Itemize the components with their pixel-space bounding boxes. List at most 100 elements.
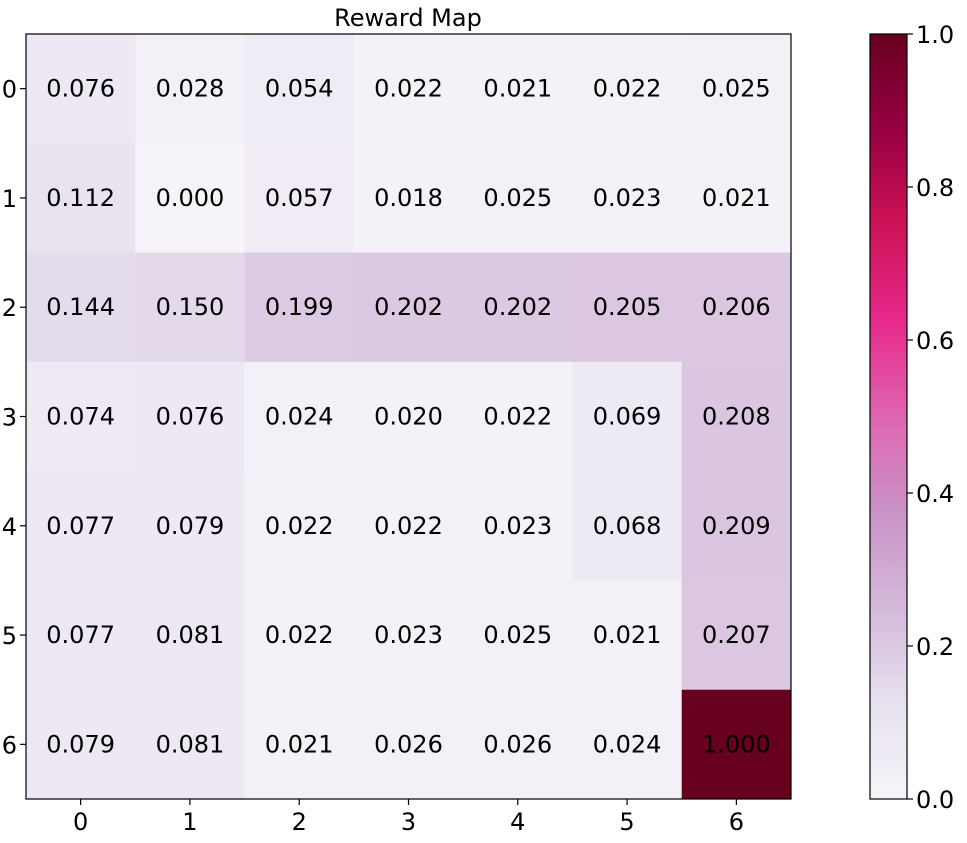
heatmap-cell-r0-c5 (572, 34, 683, 144)
heatmap-cell-r2-c2 (244, 252, 355, 363)
x-axis-ticks: 0 1 2 3 4 5 6 (73, 799, 744, 836)
cell-value-label-r6-c1: 0.081 (156, 730, 225, 758)
heatmap-cell-labels: 0.076 0.028 0.054 0.022 0.021 0.022 0.025 0.112… (46, 75, 770, 759)
x-tick-label-4: 4 (510, 808, 525, 836)
cell-value-label-r0-c0: 0.076 (46, 75, 115, 103)
x-tick-label-1: 1 (182, 808, 197, 836)
y-tick-label-2: 2 (2, 294, 17, 322)
heatmap-cell-r5-c6 (681, 580, 792, 691)
heatmap-cell-r2-c0 (26, 252, 136, 363)
heatmap-cell-r5-c3 (353, 580, 464, 691)
heatmap-cell-r1-c6 (681, 143, 792, 254)
cell-value-label-r0-c5: 0.022 (593, 75, 662, 103)
cell-value-label-r3-c1: 0.076 (156, 403, 225, 431)
heatmap-cell-r5-c4 (463, 580, 573, 691)
heatmap-cell-r4-c2 (244, 471, 355, 581)
colorbar-tick-label-5: 1.0 (916, 21, 954, 49)
colorbar: 0.0 0.2 0.4 0.6 0.8 1.0 (869, 21, 954, 814)
cell-value-label-r6-c6: 1.000 (702, 730, 771, 758)
cell-value-label-r1-c5: 0.023 (593, 184, 662, 212)
cell-value-label-r2-c2: 0.199 (265, 293, 334, 321)
heatmap-cell-r2-c3 (353, 252, 464, 363)
heatmap-cell-r4-c1 (135, 471, 246, 581)
heatmap-cells (26, 34, 792, 800)
heatmap-cell-r1-c1 (135, 143, 246, 254)
cell-value-label-r5-c2: 0.022 (265, 621, 334, 649)
cell-value-label-r0-c3: 0.022 (374, 75, 443, 103)
cell-value-label-r1-c0: 0.112 (46, 184, 115, 212)
heatmap-cell-r2-c5 (572, 252, 683, 363)
y-tick-label-0: 0 (2, 76, 17, 104)
cell-value-label-r0-c2: 0.054 (265, 75, 334, 103)
colorbar-tick-label-3: 0.6 (916, 327, 954, 355)
heatmap-cell-r6-c2 (244, 689, 355, 800)
y-tick-label-3: 3 (2, 404, 17, 432)
heatmap-cell-r6-c0 (26, 689, 136, 800)
heatmap-cell-r5-c5 (572, 580, 683, 691)
heatmap-cell-r5-c1 (135, 580, 246, 691)
cell-value-label-r1-c3: 0.018 (374, 184, 443, 212)
heatmap-cell-r6-c1 (135, 689, 246, 800)
heatmap-cell-r6-c4 (463, 689, 573, 800)
cell-value-label-r2-c3: 0.202 (374, 293, 443, 321)
y-tick-label-1: 1 (2, 185, 17, 213)
cell-value-label-r3-c2: 0.024 (265, 403, 334, 431)
cell-value-label-r4-c4: 0.023 (483, 512, 552, 540)
cell-value-label-r6-c0: 0.079 (46, 730, 115, 758)
heatmap-cell-r3-c1 (135, 361, 246, 472)
y-axis-ticks: 0 1 2 3 4 5 6 (2, 76, 26, 759)
heatmap-cell-r1-c5 (572, 143, 683, 254)
heatmap-cell-r0-c4 (463, 34, 573, 144)
cell-value-label-r5-c0: 0.077 (46, 621, 115, 649)
cell-value-label-r2-c5: 0.205 (593, 293, 662, 321)
cell-value-label-r4-c6: 0.209 (702, 512, 771, 540)
x-tick-label-5: 5 (619, 808, 634, 836)
heatmap-cell-r2-c4 (463, 252, 573, 363)
cell-value-label-r4-c5: 0.068 (593, 512, 662, 540)
colorbar-tick-label-4: 0.8 (916, 174, 954, 202)
cell-value-label-r3-c5: 0.069 (593, 403, 662, 431)
cell-value-label-r0-c4: 0.021 (483, 75, 552, 103)
heatmap-cell-r6-c6 (681, 689, 792, 800)
cell-value-label-r0-c6: 0.025 (702, 75, 771, 103)
heatmap-cell-r3-c2 (244, 361, 355, 472)
y-tick-label-6: 6 (2, 731, 17, 759)
cell-value-label-r5-c4: 0.025 (483, 621, 552, 649)
cell-value-label-r5-c6: 0.207 (702, 621, 771, 649)
cell-value-label-r2-c1: 0.150 (156, 293, 225, 321)
cell-value-label-r3-c3: 0.020 (374, 403, 443, 431)
x-tick-label-3: 3 (401, 808, 416, 836)
heatmap-cell-r3-c6 (681, 361, 792, 472)
heatmap-cell-r3-c4 (463, 361, 573, 472)
heatmap-cell-r1-c4 (463, 143, 573, 254)
colorbar-tick-label-1: 0.2 (916, 633, 954, 661)
heatmap-cell-r1-c2 (244, 143, 355, 254)
cell-value-label-r1-c4: 0.025 (483, 184, 552, 212)
heatmap-cell-r2-c6 (681, 252, 792, 363)
heatmap-cell-r0-c6 (681, 34, 792, 144)
cell-value-label-r6-c4: 0.026 (483, 730, 552, 758)
chart-title: Reward Map (334, 4, 482, 32)
heatmap-cell-r0-c2 (244, 34, 355, 144)
cell-value-label-r2-c4: 0.202 (483, 293, 552, 321)
y-tick-label-4: 4 (2, 513, 17, 541)
x-tick-label-6: 6 (729, 808, 744, 836)
cell-value-label-r5-c3: 0.023 (374, 621, 443, 649)
heatmap-cell-r3-c3 (353, 361, 464, 472)
heatmap-cell-r4-c3 (353, 471, 464, 581)
heatmap-cell-r4-c5 (572, 471, 683, 581)
cell-value-label-r5-c1: 0.081 (156, 621, 225, 649)
heatmap-cell-r1-c3 (353, 143, 464, 254)
heatmap-cell-r1-c0 (26, 143, 136, 254)
heatmap-cell-r4-c4 (463, 471, 573, 581)
cell-value-label-r1-c6: 0.021 (702, 184, 771, 212)
cell-value-label-r2-c6: 0.206 (702, 293, 771, 321)
colorbar-ticks: 0.0 0.2 0.4 0.6 0.8 1.0 (907, 21, 954, 814)
cell-value-label-r0-c1: 0.028 (156, 75, 225, 103)
cell-value-label-r3-c4: 0.022 (483, 403, 552, 431)
cell-value-label-r3-c0: 0.074 (46, 403, 115, 431)
heatmap-cell-r4-c0 (26, 471, 136, 581)
heatmap-cell-r5-c2 (244, 580, 355, 691)
heatmap-cell-r3-c5 (572, 361, 683, 472)
